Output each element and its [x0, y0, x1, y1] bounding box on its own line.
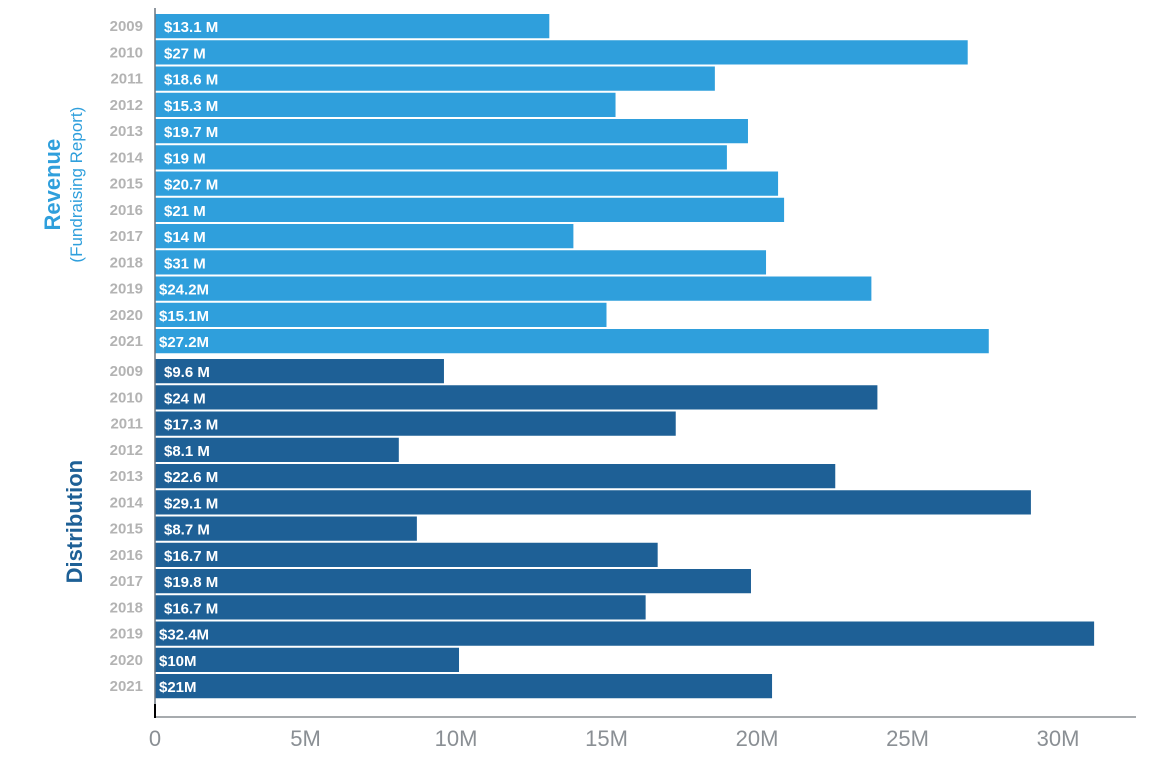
data-label: $14 M [164, 229, 206, 246]
data-label: $8.1 M [164, 443, 210, 460]
y-tick-label: 2017 [110, 573, 143, 590]
bar [155, 329, 989, 354]
bar [155, 171, 779, 196]
bar [155, 276, 872, 301]
y-tick-label: 2011 [110, 71, 143, 88]
y-tick-label: 2018 [110, 599, 143, 616]
bar [155, 40, 968, 65]
bar [155, 411, 676, 436]
data-label: $9.6 M [164, 364, 210, 381]
x-tick-label: 25M [886, 726, 929, 751]
y-tick-label: 2016 [110, 202, 143, 219]
x-tick-label: 20M [736, 726, 779, 751]
y-tick-label: 2021 [110, 333, 143, 350]
data-label: $29.1 M [164, 495, 218, 512]
data-label: $19 M [164, 150, 206, 167]
data-label: $13.1 M [164, 19, 218, 36]
data-label: $15.1M [159, 308, 209, 325]
data-label: $10M [159, 653, 197, 670]
x-tick-label: 30M [1037, 726, 1080, 751]
data-label: $21M [159, 679, 197, 696]
bar [155, 621, 1095, 646]
bar [155, 647, 460, 672]
bar [155, 224, 574, 249]
data-label: $31 M [164, 255, 206, 272]
group-title-revenue: Revenue [40, 139, 65, 231]
bar [155, 92, 616, 117]
data-label: $19.8 M [164, 574, 218, 591]
bar [155, 250, 767, 275]
bar [155, 464, 836, 489]
y-tick-label: 2019 [110, 281, 143, 298]
y-tick-label: 2009 [110, 363, 143, 380]
y-tick-label: 2010 [110, 389, 143, 406]
y-tick-label: 2009 [110, 18, 143, 35]
data-label: $24 M [164, 390, 206, 407]
bar [155, 145, 727, 170]
y-tick-label: 2019 [110, 626, 143, 643]
y-tick-label: 2018 [110, 254, 143, 271]
y-tick-label: 2011 [110, 416, 143, 433]
data-label: $22.6 M [164, 469, 218, 486]
bar [155, 674, 773, 699]
x-tick-label: 10M [435, 726, 478, 751]
y-tick-label: 2014 [110, 494, 144, 511]
y-tick-label: 2015 [110, 176, 143, 193]
data-label: $16.7 M [164, 600, 218, 617]
y-tick-label: 2016 [110, 547, 143, 564]
data-label: $21 M [164, 203, 206, 220]
bar [155, 569, 751, 594]
bar [155, 437, 399, 462]
y-tick-label: 2020 [110, 652, 143, 669]
data-label: $17.3 M [164, 417, 218, 434]
bar [155, 385, 878, 410]
y-tick-label: 2013 [110, 123, 143, 140]
y-tick-label: 2013 [110, 468, 143, 485]
y-tick-label: 2010 [110, 44, 143, 61]
group-title-distribution: Distribution [62, 460, 87, 583]
y-tick-label: 2020 [110, 307, 143, 324]
y-tick-label: 2012 [110, 97, 143, 114]
data-label: $19.7 M [164, 124, 218, 141]
y-tick-label: 2014 [110, 149, 144, 166]
x-tick-label: 15M [585, 726, 628, 751]
y-tick-label: 2012 [110, 442, 143, 459]
bar [155, 302, 607, 327]
bar [155, 119, 748, 144]
data-label: $27 M [164, 45, 206, 62]
bar [155, 197, 785, 222]
bar [155, 595, 646, 620]
data-label: $18.6 M [164, 72, 218, 89]
x-tick-label: 0 [149, 726, 161, 751]
data-label: $32.4M [159, 627, 209, 644]
bar [155, 359, 444, 384]
bar [155, 542, 658, 567]
bar [155, 66, 715, 91]
data-label: $16.7 M [164, 548, 218, 565]
x-tick-label: 5M [290, 726, 321, 751]
data-label: $8.7 M [164, 522, 210, 539]
data-label: $15.3 M [164, 98, 218, 115]
y-tick-label: 2021 [110, 678, 143, 695]
y-tick-label: 2015 [110, 521, 143, 538]
group-subtitle: (Fundraising Report) [67, 107, 86, 263]
data-label: $24.2M [159, 282, 209, 299]
data-label: $27.2M [159, 334, 209, 351]
y-tick-label: 2017 [110, 228, 143, 245]
bar [155, 516, 417, 541]
data-label: $20.7 M [164, 177, 218, 194]
bar [155, 490, 1031, 515]
bar [155, 14, 550, 39]
